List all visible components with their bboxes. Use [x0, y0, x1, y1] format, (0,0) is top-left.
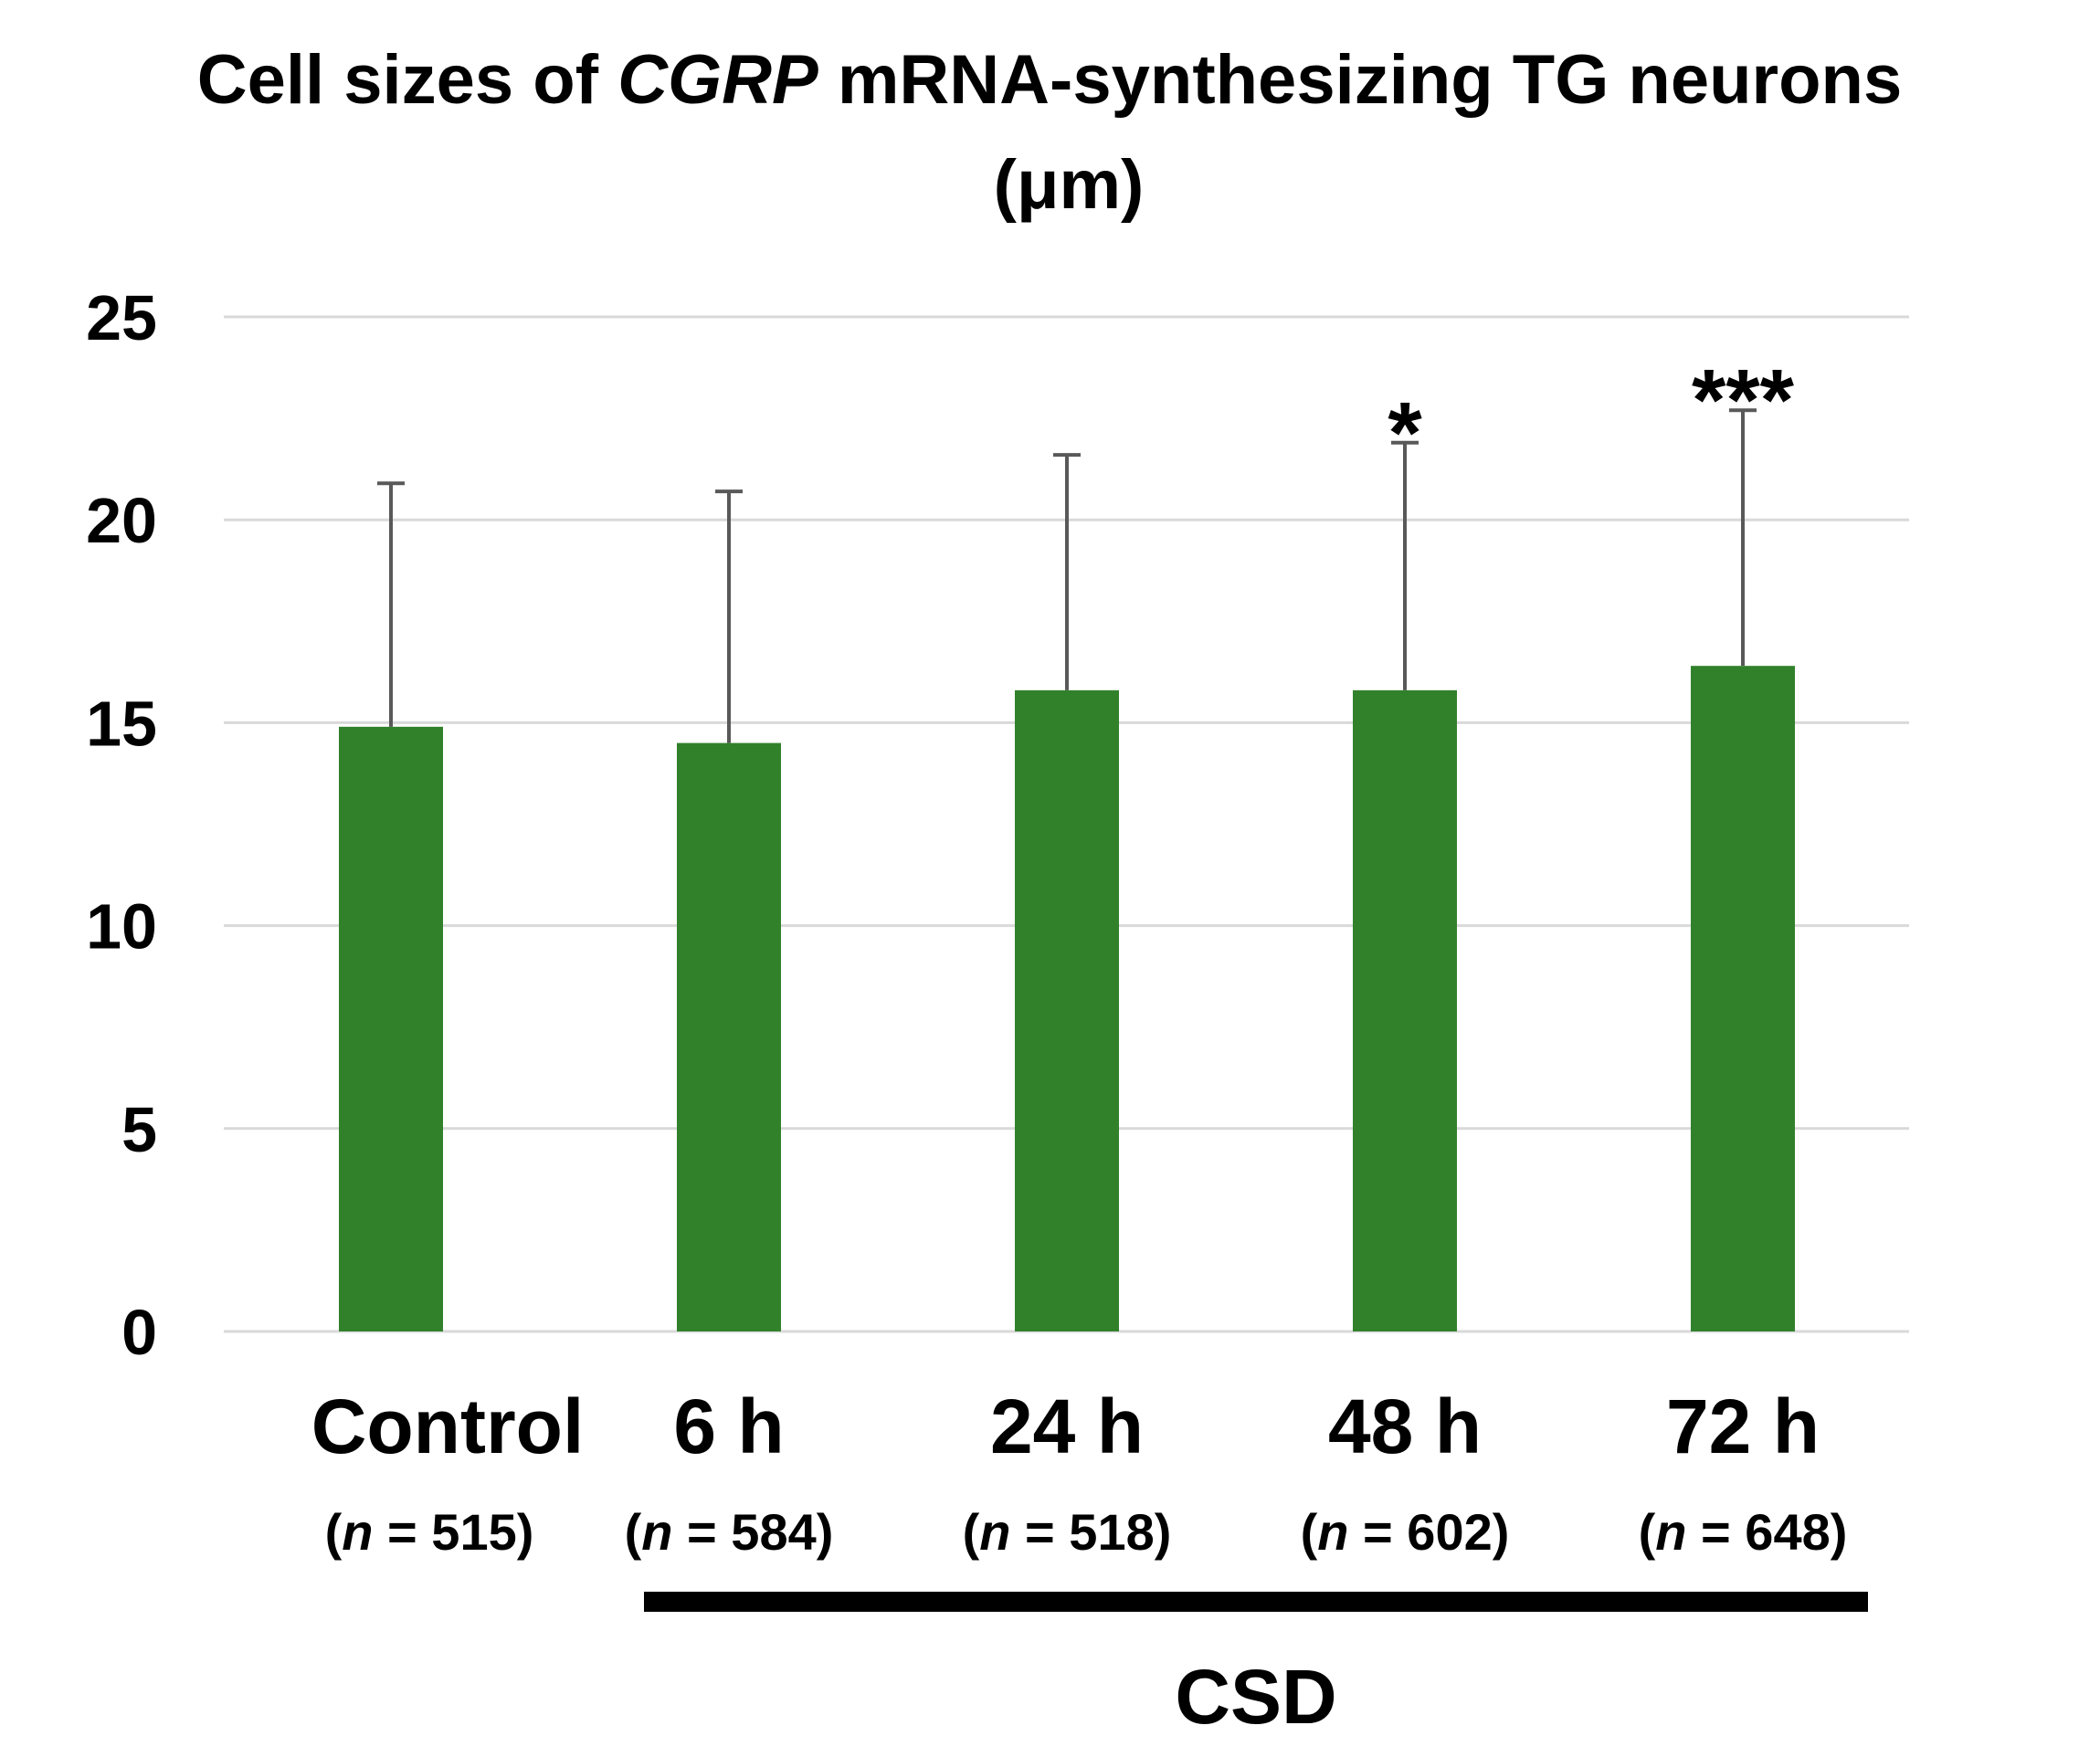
bar: [1353, 689, 1457, 1331]
x-category-label: 24 h: [990, 1384, 1144, 1469]
group-bracket: CSD: [644, 1592, 1868, 1740]
y-tick-label: 15: [86, 688, 157, 759]
sample-size-label: (n = 602): [1301, 1503, 1510, 1561]
sample-size-labels: (n = 515) (n = 584) (n = 518) (n = 602) (n =…: [325, 1503, 1848, 1561]
sample-size-label: (n = 515): [325, 1503, 534, 1561]
chart-title-line1: Cell sizes of CGRP mRNA-synthesizing TG …: [197, 41, 1903, 119]
bar: [1015, 689, 1119, 1331]
significance-markers: * ***: [1388, 352, 1794, 482]
x-category-label: 6 h: [673, 1384, 784, 1469]
x-category-label: 72 h: [1666, 1384, 1820, 1469]
bar: [677, 742, 781, 1331]
chart-title-line2: (μm): [994, 146, 1145, 224]
significance-marker: ***: [1692, 352, 1795, 449]
x-category-label: 48 h: [1328, 1384, 1482, 1469]
csd-group-line: [644, 1592, 1868, 1612]
sample-size-label: (n = 518): [963, 1503, 1172, 1561]
y-tick-label: 0: [121, 1297, 157, 1368]
x-axis-category-labels: Control 6 h 24 h 48 h 72 h: [311, 1384, 1820, 1469]
y-tick-label: 10: [86, 891, 157, 963]
csd-group-label: CSD: [1175, 1654, 1336, 1740]
significance-marker: *: [1388, 384, 1422, 482]
y-tick-label: 20: [86, 485, 157, 556]
bar: [339, 726, 443, 1331]
y-tick-label: 5: [121, 1094, 157, 1165]
sample-size-label: (n = 584): [625, 1503, 834, 1561]
bars: [339, 666, 1795, 1331]
sample-size-label: (n = 648): [1639, 1503, 1848, 1561]
y-tick-label: 25: [86, 282, 157, 353]
chart-title: Cell sizes of CGRP mRNA-synthesizing TG …: [197, 41, 1903, 224]
y-axis-tick-labels: 0 5 10 15 20 25: [86, 282, 157, 1368]
x-category-label: Control: [311, 1384, 585, 1469]
bar: [1691, 666, 1795, 1331]
error-bars: [377, 408, 1757, 743]
